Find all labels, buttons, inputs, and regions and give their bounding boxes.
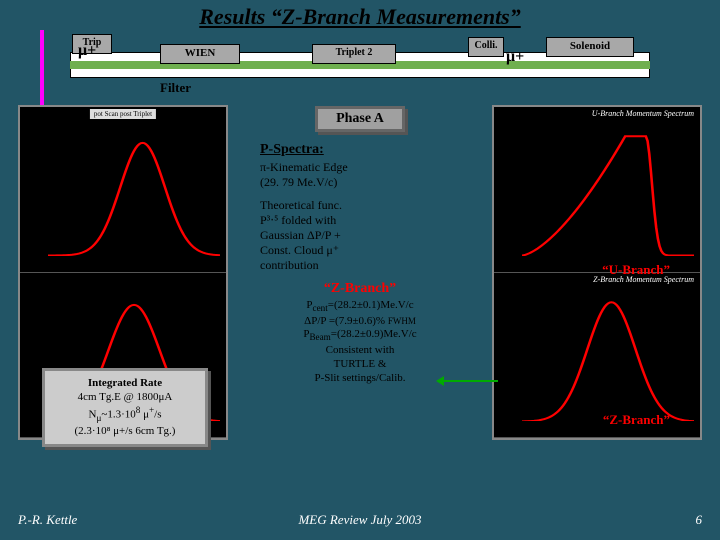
pcent: Pcent=(28.2±0.1)Me.V/c [240, 299, 480, 315]
right-chart-panel: U-Branch Momentum Spectrum Z-Branch Mome… [492, 105, 702, 440]
int-line3: Nμ~1.3·108 μ+/s [49, 405, 201, 425]
page-title: Results “Z-Branch Measurements” [0, 0, 720, 32]
integrated-rate-box: Integrated Rate 4cm Tg.E @ 1800μA Nμ~1.3… [42, 368, 208, 447]
theoretical-text: Theoretical func. P³‧⁵ folded with Gauss… [260, 198, 480, 273]
footer-event: MEG Review July 2003 [298, 512, 421, 528]
comp-wien: WIEN [160, 44, 240, 64]
beamline-diagram: Trip WIEN Triplet 2 Colli. Solenoid Filt… [70, 38, 650, 98]
curve-right-top [522, 123, 694, 256]
center-column: Phase A P-Spectra: π-Kinematic Edge (29.… [240, 106, 480, 393]
mu-plus-label-2: μ+ [506, 48, 524, 66]
mu-plus-label-1: μ+ [78, 42, 96, 60]
kinematic-text: π-Kinematic Edge (29. 79 Me.V/c) [260, 160, 480, 190]
green-arrow-icon [444, 380, 498, 382]
dpp: ΔP/P =(7.9±0.6)% FWHM [240, 315, 480, 329]
plot-area [522, 289, 694, 422]
results-block: Pcent=(28.2±0.1)Me.V/c ΔP/P =(7.9±0.6)% … [240, 299, 480, 385]
footer-page: 6 [696, 512, 703, 528]
left-top-title: pot Scan post Triplet [90, 109, 156, 119]
pbeam: PBeam=(28.2±0.9)Me.V/c [240, 328, 480, 344]
int-line2: 4cm Tg.E @ 1800μA [49, 390, 201, 404]
int-line1: Integrated Rate [49, 376, 201, 390]
phase-box: Phase A [315, 106, 405, 132]
footer-author: P.-R. Kettle [18, 512, 77, 528]
zbranch-center-label: “Z-Branch” [240, 281, 480, 297]
plot-area [48, 123, 220, 256]
left-chart-top: pot Scan post Triplet [20, 107, 226, 273]
comp-collimator: Colli. [468, 37, 504, 57]
ubranch-label: “U-Branch” [602, 262, 670, 278]
curve-left-top [48, 123, 220, 256]
pspectra-heading: P-Spectra: [260, 142, 480, 158]
comp-solenoid: Solenoid [546, 37, 634, 57]
plot-area [522, 123, 694, 256]
curve-right-bottom [522, 289, 694, 422]
int-line4: (2.3·10⁸ μ+/s 6cm Tg.) [49, 424, 201, 438]
filter-label: Filter [160, 80, 191, 96]
right-chart-top: U-Branch Momentum Spectrum [494, 107, 700, 273]
zbranch-label-right: “Z-Branch” [603, 412, 670, 428]
comp-triplet2: Triplet 2 [312, 44, 396, 64]
right-top-title: U-Branch Momentum Spectrum [592, 109, 694, 118]
